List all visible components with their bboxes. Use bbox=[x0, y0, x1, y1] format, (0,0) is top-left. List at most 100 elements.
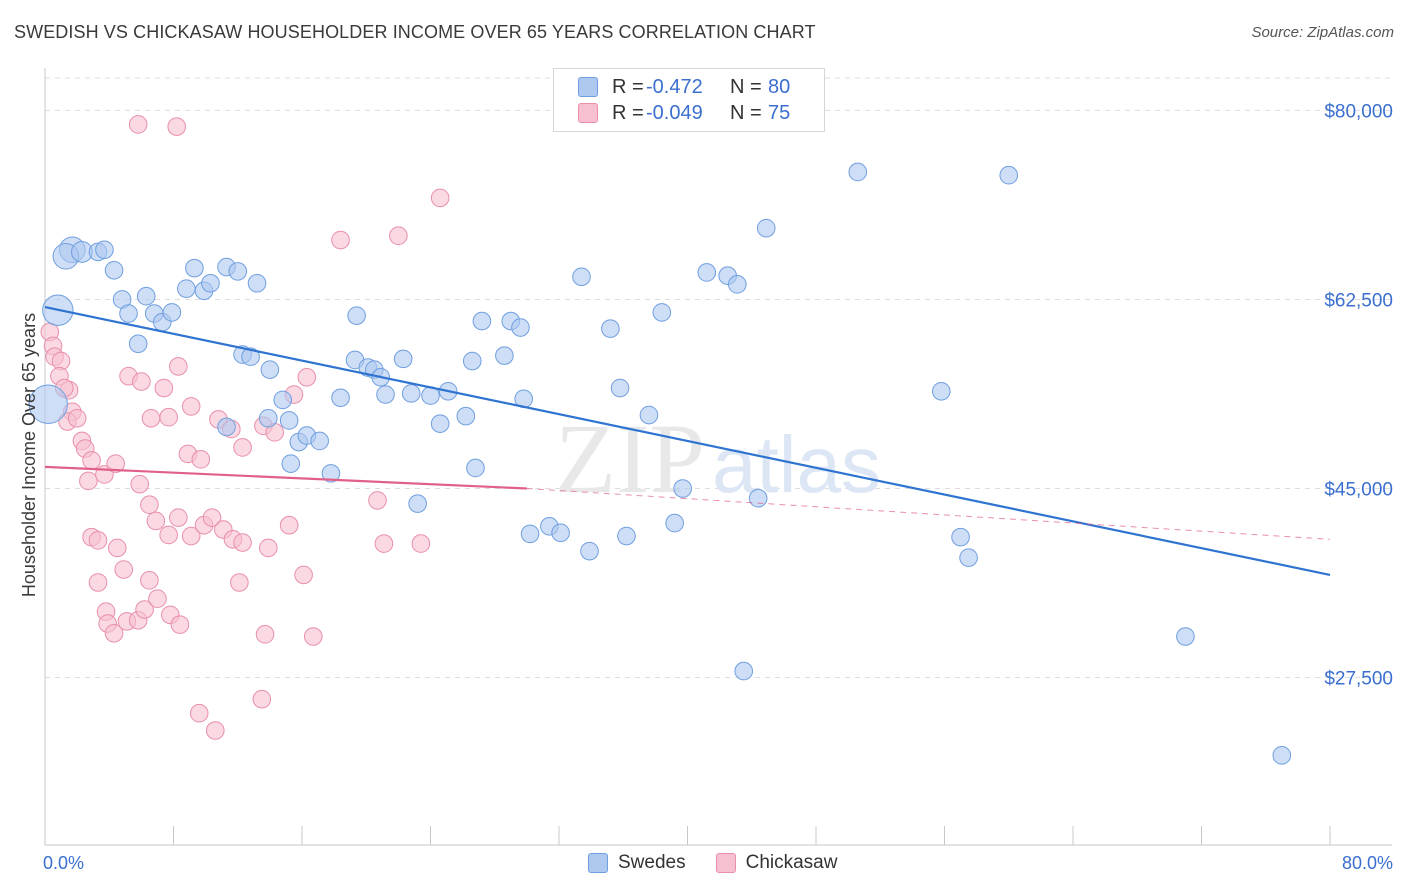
chickasaw-point bbox=[252, 689, 272, 709]
swedes-point bbox=[95, 240, 114, 260]
swedes-trend-line bbox=[44, 305, 1331, 577]
chickasaw-point bbox=[148, 589, 167, 608]
chickasaw-point bbox=[141, 408, 161, 428]
swedes-point bbox=[520, 524, 540, 544]
chickasaw-point bbox=[258, 538, 278, 558]
chickasaw-point bbox=[167, 117, 187, 136]
chickasaw-point bbox=[88, 531, 108, 550]
r-value: -0.049 bbox=[646, 101, 703, 124]
swedes-point bbox=[201, 273, 220, 293]
chickasaw-point bbox=[104, 623, 124, 643]
swedes-point bbox=[673, 479, 692, 498]
chickasaw-point bbox=[411, 534, 431, 553]
swedes-point bbox=[331, 388, 350, 408]
chickasaw-swatch bbox=[715, 853, 736, 873]
chickasaw-point bbox=[79, 471, 98, 491]
swedes-point bbox=[128, 334, 148, 354]
swedes-point bbox=[228, 262, 248, 281]
r-label: R = bbox=[612, 75, 644, 98]
swedes-point bbox=[401, 384, 421, 403]
swedes-point bbox=[472, 311, 492, 331]
legend-row-swedes: R = -0.472 N = 80 bbox=[578, 75, 790, 99]
swedes-point bbox=[376, 385, 395, 404]
swedes-point bbox=[951, 527, 970, 547]
chart-title: SWEDISH VS CHICKASAW HOUSEHOLDER INCOME … bbox=[14, 22, 816, 42]
axes bbox=[44, 68, 1392, 846]
axis-labels: $27,500 $45,000 $62,500 $80,000 0.0% 80.0% Hou… bbox=[19, 101, 1393, 873]
legend-label-swedes: Swedes bbox=[618, 852, 686, 873]
swedes-point bbox=[310, 431, 329, 451]
swedes-point bbox=[258, 408, 278, 428]
swedes-point bbox=[279, 411, 299, 430]
series-legend: Swedes Chickasaw bbox=[588, 852, 867, 874]
swedes-point bbox=[241, 347, 260, 367]
swedes-point bbox=[321, 464, 341, 483]
legend-row-chickasaw: R = -0.049 N = 75 bbox=[578, 101, 790, 125]
zipatlas-watermark: ZIP atlas bbox=[555, 403, 881, 514]
swedes-point bbox=[665, 513, 684, 533]
swedes-point bbox=[162, 303, 182, 322]
chickasaw-point bbox=[88, 573, 108, 592]
chickasaw-point bbox=[106, 454, 125, 473]
chickasaw-point bbox=[140, 571, 159, 590]
swedes-point bbox=[177, 279, 196, 298]
chickasaw-point bbox=[169, 357, 188, 376]
swedes-point bbox=[617, 526, 636, 546]
swedes-point bbox=[551, 523, 570, 543]
chickasaw-point bbox=[159, 407, 178, 427]
swedes-point bbox=[104, 260, 124, 280]
chickasaw-point bbox=[181, 526, 201, 546]
swedes-point bbox=[601, 319, 620, 338]
source-label: Source: ZipAtlas.com bbox=[1251, 24, 1394, 41]
swedes-point bbox=[281, 454, 301, 473]
swedes-point bbox=[1272, 746, 1292, 765]
swedes-point bbox=[580, 541, 599, 561]
swedes-point bbox=[430, 414, 450, 433]
swedes-swatch bbox=[578, 77, 598, 97]
chickasaw-point bbox=[191, 450, 211, 469]
x-tick-label: 80.0% bbox=[1342, 853, 1393, 873]
chickasaw-trend-line bbox=[44, 465, 527, 490]
chickasaw-point bbox=[154, 378, 174, 398]
swedes-point bbox=[393, 349, 413, 369]
legend-label-chickasaw: Chickasaw bbox=[745, 852, 838, 873]
legend-item-swedes[interactable]: Swedes bbox=[588, 852, 686, 874]
swedes-point bbox=[495, 346, 514, 365]
legend-item-chickasaw[interactable]: Chickasaw bbox=[715, 852, 838, 874]
swedes-point bbox=[999, 165, 1019, 185]
chickasaw-point bbox=[202, 508, 222, 527]
chickasaw-point bbox=[303, 627, 323, 646]
chickasaw-point bbox=[374, 534, 394, 553]
swedes-swatch bbox=[588, 853, 608, 873]
swedes-point bbox=[408, 494, 427, 513]
swedes-point bbox=[466, 458, 485, 478]
swedes-point bbox=[511, 318, 530, 337]
chickasaw-point bbox=[140, 495, 159, 515]
y-tick-label: $45,000 bbox=[1324, 480, 1393, 501]
swedes-point bbox=[748, 488, 768, 508]
data-points bbox=[28, 115, 1292, 765]
swedes-point bbox=[1176, 627, 1195, 646]
chickasaw-point bbox=[107, 538, 127, 558]
correlation-legend: R = -0.472 N = 80 R = -0.049 N = 75 bbox=[553, 68, 825, 132]
r-label: R = bbox=[612, 101, 644, 124]
chickasaw-point bbox=[67, 408, 87, 428]
chickasaw-point bbox=[230, 573, 249, 592]
swedes-point bbox=[347, 306, 366, 325]
chickasaw-swatch bbox=[578, 103, 598, 123]
y-tick-label: $27,500 bbox=[1324, 669, 1393, 690]
swedes-point bbox=[727, 275, 747, 294]
y-tick-label: $62,500 bbox=[1324, 290, 1393, 311]
chickasaw-point bbox=[331, 230, 350, 250]
swedes-point bbox=[260, 360, 280, 379]
chickasaw-point bbox=[368, 491, 387, 510]
n-value: 80 bbox=[768, 75, 791, 98]
trend-lines bbox=[44, 305, 1331, 577]
swedes-point bbox=[572, 267, 591, 287]
y-tick-label: $80,000 bbox=[1324, 101, 1393, 122]
swedes-point bbox=[28, 384, 68, 424]
chickasaw-point bbox=[297, 367, 317, 387]
chickasaw-point bbox=[130, 474, 150, 494]
swedes-point bbox=[639, 405, 659, 425]
chickasaw-point bbox=[159, 525, 178, 545]
